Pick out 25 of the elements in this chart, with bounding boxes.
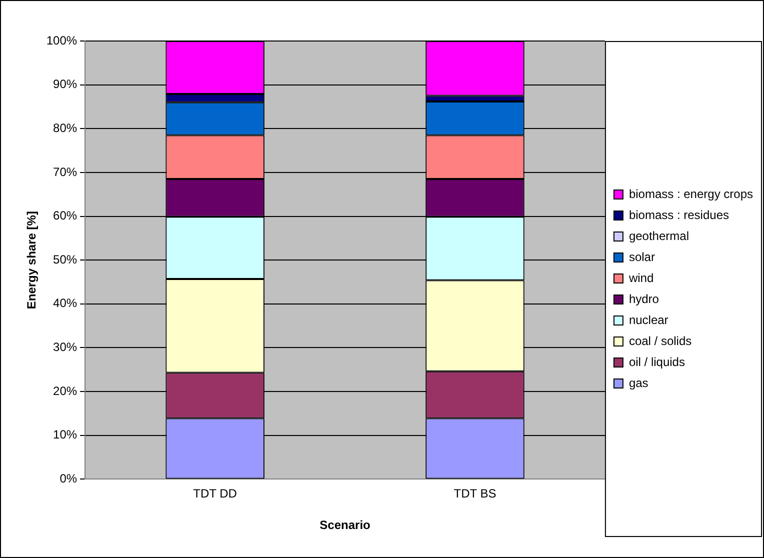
y-tick-label: 20%: [53, 384, 78, 398]
y-tick-label: 60%: [53, 208, 78, 223]
y-tick-label: 100%: [46, 33, 78, 48]
y-tick-label: 70%: [53, 164, 78, 179]
legend-label: coal / solids: [628, 334, 692, 348]
legend-label: biomass : energy crops: [628, 186, 754, 201]
legend-label: wind: [628, 270, 654, 285]
legend-label: biomass : residues: [628, 208, 729, 222]
legend-label: gas: [628, 376, 648, 390]
y-tick-label: 80%: [53, 120, 78, 135]
y-tick-label: 10%: [53, 428, 78, 442]
y-tick-label: 90%: [53, 77, 78, 92]
x-axis-title: Scenario: [320, 518, 370, 532]
legend-label: hydro: [628, 292, 660, 306]
legend-label: solar: [628, 250, 655, 264]
legend-label: oil / liquids: [628, 354, 685, 369]
y-tick-label: 50%: [53, 252, 78, 266]
legend-label: geothermal: [628, 228, 689, 243]
y-tick-label: 30%: [53, 340, 78, 354]
legend-label: nuclear: [628, 312, 668, 327]
y-axis-title: Energy share [%]: [24, 211, 39, 310]
x-tick-label: TDT BS: [454, 486, 496, 501]
y-tick-label: 0%: [60, 472, 78, 486]
y-tick-label: 40%: [53, 296, 78, 310]
x-tick-label: TDT DD: [193, 486, 238, 501]
